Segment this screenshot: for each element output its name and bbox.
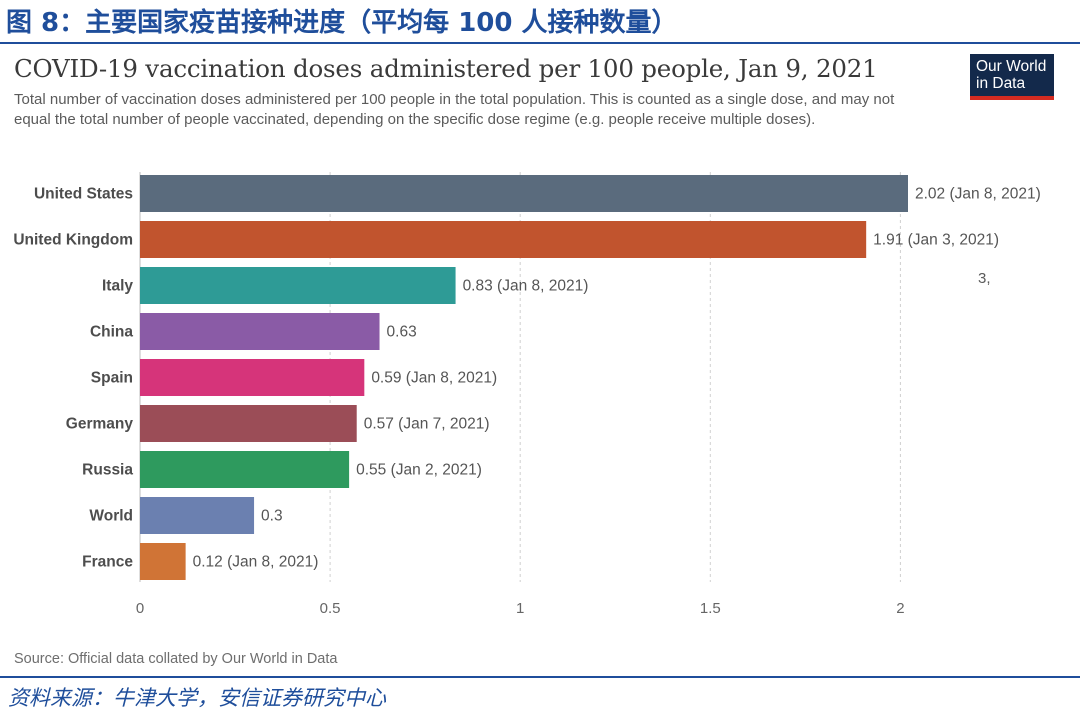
- stray-text-artifact: 3,: [978, 270, 991, 287]
- owid-logo-line-1: Our World: [976, 58, 1047, 75]
- bar: [140, 359, 365, 396]
- value-label: 0.55 (Jan 2, 2021): [356, 462, 482, 479]
- category-label: France: [82, 554, 133, 571]
- footer-rule: [0, 676, 1080, 678]
- value-label: 0.59 (Jan 8, 2021): [371, 370, 497, 387]
- figure-title-rule: [0, 42, 1080, 44]
- category-label: Russia: [82, 462, 133, 479]
- bar: [140, 497, 255, 534]
- category-label: World: [89, 508, 133, 525]
- x-tick-label: 1.5: [700, 600, 721, 617]
- value-label: 1.91 (Jan 3, 2021): [873, 232, 999, 249]
- category-label: Germany: [66, 416, 134, 433]
- chart-subtitle: Total number of vaccination doses admini…: [14, 91, 895, 128]
- value-label: 2.02 (Jan 8, 2021): [915, 186, 1041, 203]
- figure-title: 图 8：主要国家疫苗接种进度（平均每 100 人接种数量）: [6, 8, 678, 38]
- value-label: 0.3: [261, 508, 283, 525]
- x-tick-label: 2: [896, 600, 904, 617]
- owid-logo-line-2: in Data: [976, 75, 1026, 92]
- bar-chart: 0 0.5 1 1.5 2 United States 2.02 (Jan 8, 2021)…: [13, 172, 1041, 617]
- chart-title: COVID-19 vaccination doses administered …: [14, 54, 878, 83]
- value-label: 0.12 (Jan 8, 2021): [193, 554, 319, 571]
- category-label: United Kingdom: [13, 232, 133, 249]
- category-label: China: [90, 324, 133, 341]
- value-label: 0.83 (Jan 8, 2021): [463, 278, 589, 295]
- bar: [140, 175, 908, 212]
- bar: [140, 451, 350, 488]
- chart-source: Source: Official data collated by Our Wo…: [14, 651, 338, 667]
- owid-logo[interactable]: Our World in Data: [970, 54, 1054, 100]
- x-tick-label: 0: [136, 600, 144, 617]
- bar: [140, 221, 867, 258]
- bar: [140, 543, 186, 580]
- category-label: Spain: [91, 370, 133, 387]
- x-tick-label: 1: [516, 600, 524, 617]
- category-label: Italy: [102, 278, 133, 295]
- bar: [140, 405, 357, 442]
- bar: [140, 267, 456, 304]
- bar: [140, 313, 380, 350]
- footer-source: 资料来源：牛津大学，安信证券研究中心: [8, 686, 386, 710]
- x-tick-label: 0.5: [320, 600, 341, 617]
- value-label: 0.63: [387, 324, 417, 341]
- value-label: 0.57 (Jan 7, 2021): [364, 416, 490, 433]
- category-label: United States: [34, 186, 133, 203]
